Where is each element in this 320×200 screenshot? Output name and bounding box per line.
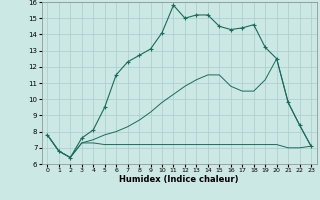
X-axis label: Humidex (Indice chaleur): Humidex (Indice chaleur) [119, 175, 239, 184]
